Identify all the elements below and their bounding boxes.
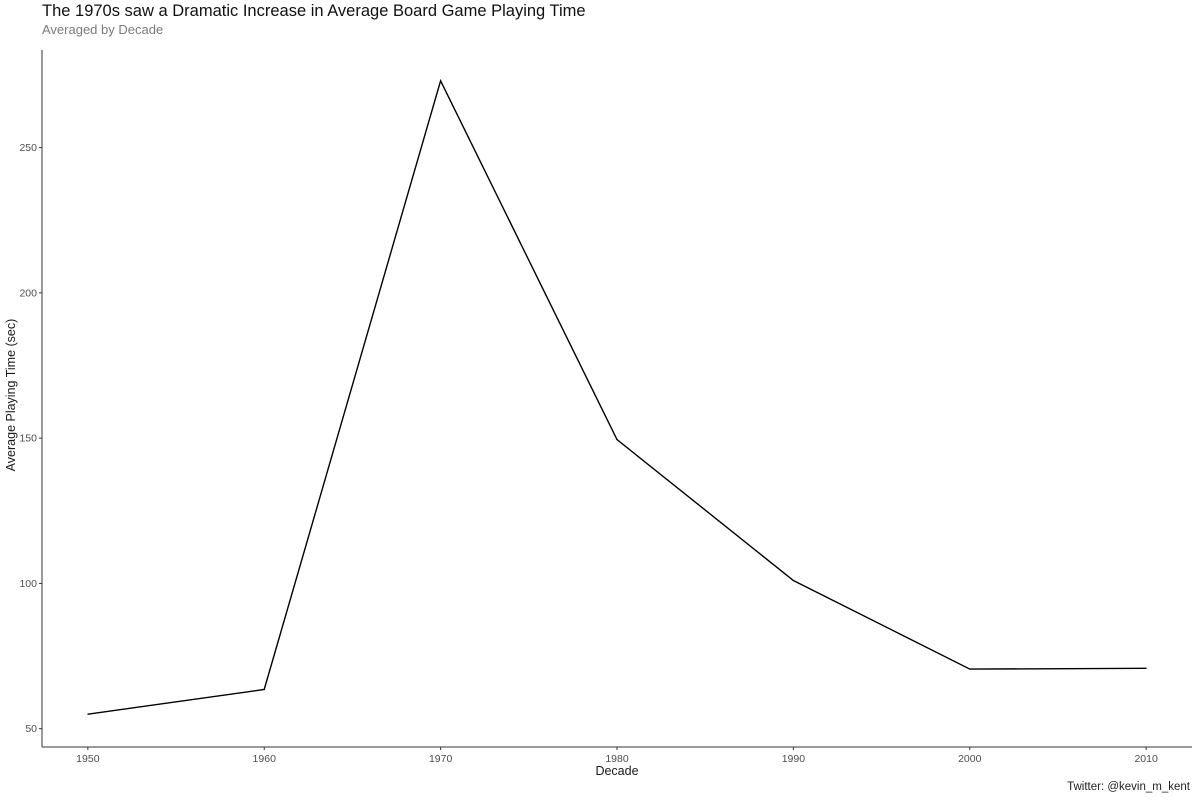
- data-point: [87, 713, 89, 715]
- y-tick-label: 200: [19, 287, 37, 299]
- x-axis-title: Decade: [595, 764, 638, 778]
- x-tick-label: 2000: [958, 753, 982, 765]
- ticks: 50 100 150 200 250 1950 1960 1970 1980 1990 2000 20…: [19, 142, 1158, 765]
- data-point: [616, 439, 618, 441]
- x-tick-label: 1960: [253, 753, 277, 765]
- x-tick-label: 1950: [76, 753, 100, 765]
- axes: [41, 50, 1192, 748]
- data-point: [792, 579, 794, 582]
- y-axis-title: Average Playing Time (sec): [4, 319, 18, 472]
- data-point: [263, 688, 265, 691]
- y-tick-label: 100: [19, 578, 37, 590]
- x-tick-label: 1970: [429, 753, 453, 765]
- y-tick-label: 250: [19, 142, 37, 154]
- data-point: [1145, 667, 1147, 669]
- chart-title: The 1970s saw a Dramatic Increase in Ave…: [42, 2, 586, 20]
- x-tick-label: 1980: [605, 753, 629, 765]
- chart-subtitle: Averaged by Decade: [42, 22, 164, 37]
- y-tick-label: 150: [19, 433, 37, 445]
- x-tick-label: 1990: [782, 753, 806, 765]
- data-point: [440, 80, 442, 82]
- chart-caption: Twitter: @kevin_m_kent: [1067, 781, 1190, 793]
- series-line: [87, 78, 1147, 715]
- y-tick-label: 50: [25, 723, 37, 735]
- data-point: [969, 668, 971, 670]
- x-tick-label: 2010: [1134, 753, 1158, 765]
- series-marks: [87, 78, 1147, 715]
